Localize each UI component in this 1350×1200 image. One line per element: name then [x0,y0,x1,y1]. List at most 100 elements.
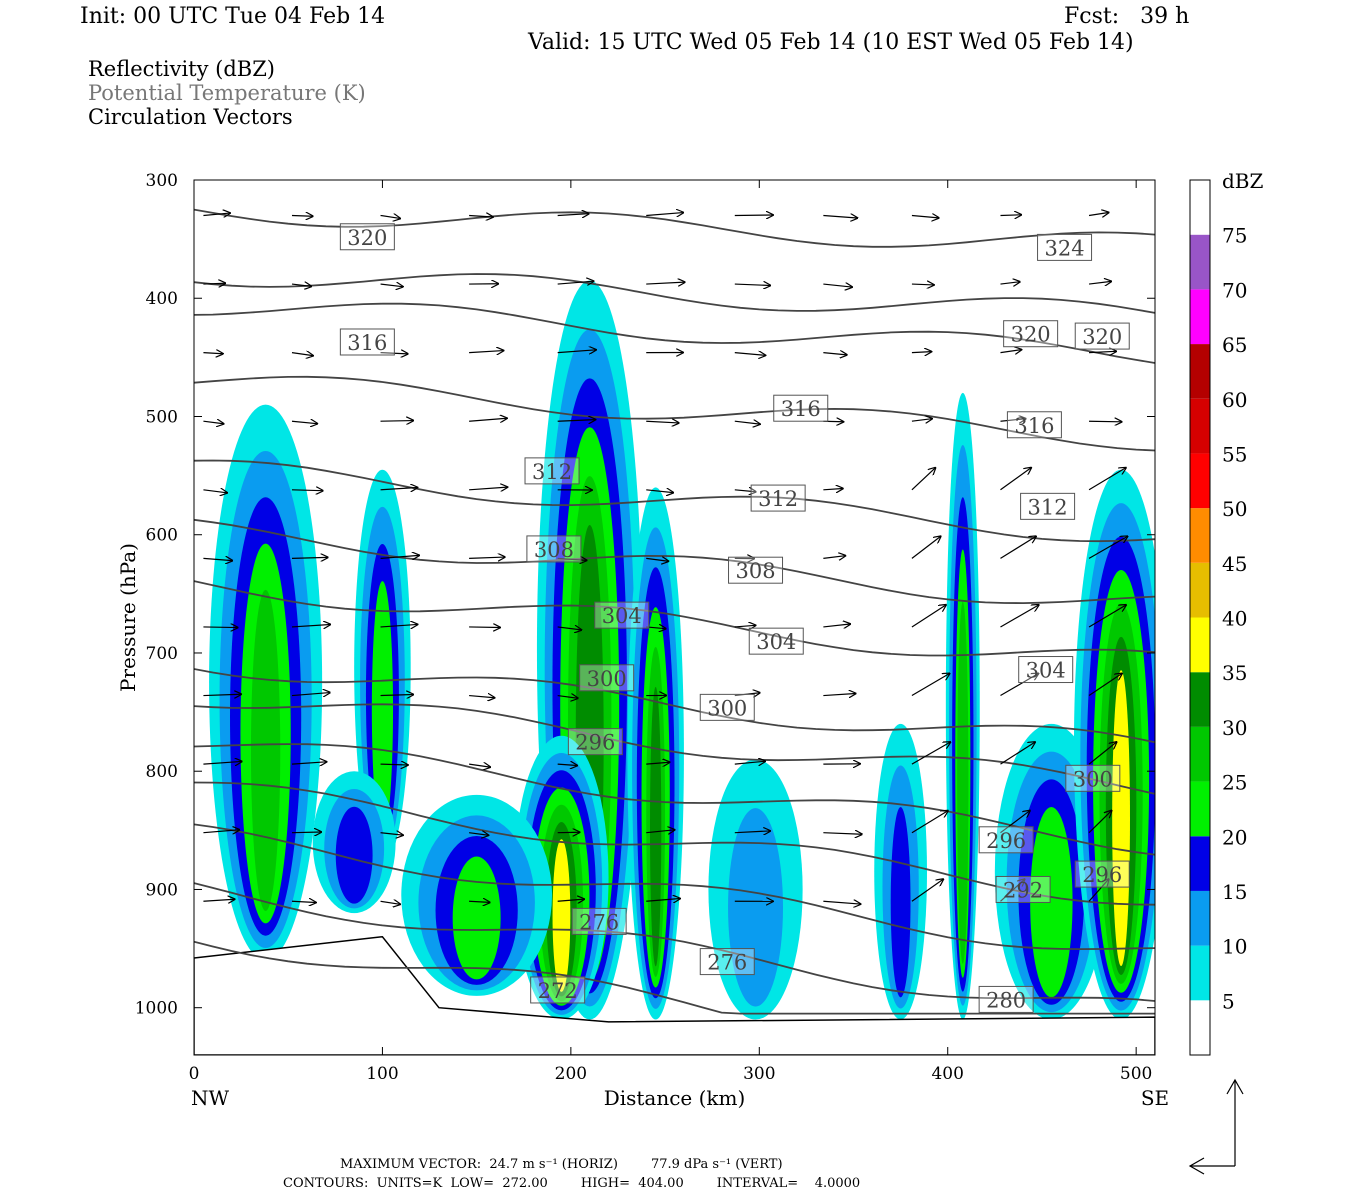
x-end-label-left: NW [191,1086,230,1110]
legend-vectors: Circulation Vectors [88,105,293,129]
circulation-vector [380,215,400,218]
circulation-vector [911,468,935,491]
terrain-surface [194,935,1155,1055]
colorbar-segment [1190,453,1210,509]
circulation-vector [203,283,225,284]
valid-time: Valid: 15 UTC Wed 05 Feb 14 (10 EST Wed … [528,30,1134,55]
theta-contour [194,882,1155,1002]
theta-label-box [699,948,755,976]
circulation-vector [203,353,222,354]
theta-label: 272 [538,979,578,1003]
reflectivity-cell [452,856,501,980]
circulation-vector [469,764,490,767]
circulation-vector [380,764,408,765]
y-tick-label: 300 [146,171,178,191]
circulation-vector [291,693,330,696]
circulation-vector [469,901,490,902]
theta-label-box [1037,233,1093,261]
circulation-vector [1088,811,1111,834]
circulation-vector [1000,282,1019,284]
theta-label: 296 [1082,863,1122,887]
circulation-vector [911,352,931,353]
circulation-vector [646,421,678,423]
theta-label-box [526,535,582,563]
theta-label: 292 [1003,878,1043,902]
theta-label: 296 [986,829,1026,853]
y-tick-label: 500 [146,407,178,427]
reflectivity-cell [371,581,394,837]
circulation-vector [291,762,326,764]
theta-contour [194,302,1155,364]
circulation-vector [557,558,587,560]
circulation-vector [203,627,237,628]
circulation-vector [469,833,488,836]
circulation-vector [646,762,669,764]
colorbar: 5 10 15 20 25 30 35 40 45 50 55 60 65 70 75 dBZ [1189,169,1264,1056]
circulation-vector [469,351,503,353]
theta-label: 304 [756,630,796,654]
circulation-vector [823,624,850,627]
theta-label: 276 [579,910,619,934]
circulation-vector [380,421,414,422]
circulation-vector [646,627,665,629]
theta-contour [194,781,1155,906]
circulation-vector [823,693,855,695]
theta-contour [194,743,1155,856]
theta-label: 312 [532,460,572,484]
circulation-vector [557,764,577,765]
circulation-vector [557,214,589,216]
circulation-vector [823,284,852,287]
circulation-vector [291,215,313,216]
y-axis-label: Pressure (hPa) [116,543,140,692]
x-tick-label: 100 [366,1064,398,1084]
max-vector-note: MAXIMUM VECTOR: 24.7 m s⁻¹ (HORIZ) 77.9 … [340,1157,783,1172]
circulation-vector [203,830,239,833]
colorbar-tick-label: 55 [1222,442,1247,466]
theta-label-box [1074,860,1130,888]
circulation-vector [380,284,403,287]
circulation-vector [1000,350,1021,353]
theta-label: 308 [534,538,574,562]
colorbar-tick-label: 65 [1222,333,1247,357]
circulation-vector [557,420,596,422]
circulation-vector [1088,213,1108,216]
theta-label-box [1074,322,1130,350]
theta-label: 320 [347,226,387,250]
colorbar-tick-label: 5 [1222,989,1235,1013]
theta-label-box [1065,764,1121,792]
circulation-vector [1000,468,1031,491]
circulation-vector [911,419,932,422]
circulation-vector [380,624,418,627]
theta-label-box [1003,320,1059,348]
circulation-vector [1088,281,1111,284]
colorbar-segment [1190,617,1210,673]
theta-label: 304 [602,604,642,628]
circulation-vector [1088,879,1109,902]
circulation-vector [1089,351,1116,352]
theta-label-box [1020,492,1076,520]
circulation-vector [380,555,419,558]
colorbar-tick-label: 50 [1222,497,1247,521]
colorbar-tick-label: 75 [1222,224,1247,248]
theta-label-box [728,556,784,584]
colorbar-tick-label: 70 [1222,278,1247,302]
circulation-vector [1000,811,1029,834]
circulation-vector [646,899,680,902]
circulation-vector [557,696,578,699]
circulation-vector [1088,468,1126,491]
colorbar-tick-label: 20 [1222,825,1247,849]
theta-label-box [995,875,1051,903]
theta-labels: 320 324 316 320 320 316 316 312 312 312 308 308 304 3… [339,223,1130,1013]
circulation-vector [203,899,234,901]
colorbar-segment [1190,945,1210,1001]
theta-label: 296 [575,731,615,755]
theta-label: 312 [1028,495,1068,519]
circulation-vector [734,490,756,492]
circulation-vector [1088,742,1116,765]
theta-contour [194,823,1155,951]
theta-label: 320 [1082,325,1122,349]
theta-label-box [748,627,804,655]
theta-label-box [1018,656,1074,684]
colorbar-segment [1190,1000,1210,1055]
